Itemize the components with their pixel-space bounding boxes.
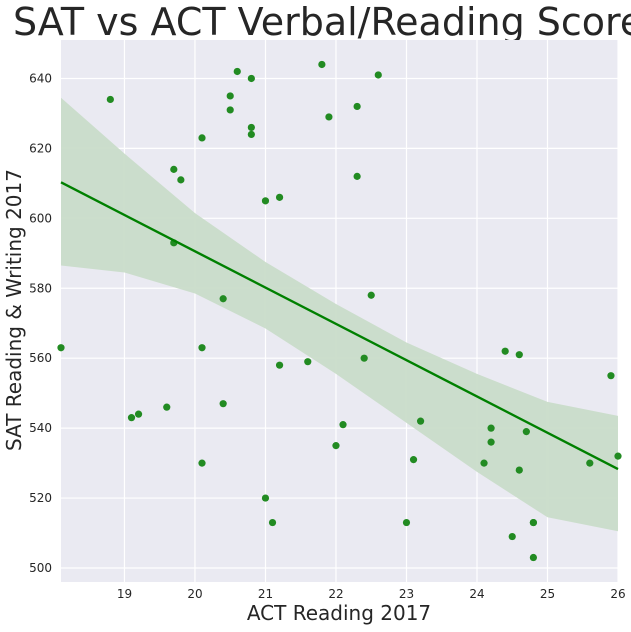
y-tick-label: 640 bbox=[29, 71, 52, 85]
data-point bbox=[163, 403, 171, 411]
x-axis-label: ACT Reading 2017 bbox=[247, 601, 431, 625]
data-point bbox=[529, 518, 537, 527]
data-point bbox=[134, 410, 143, 418]
data-point bbox=[374, 71, 382, 79]
data-point bbox=[261, 494, 270, 502]
data-point bbox=[487, 424, 495, 432]
data-point bbox=[219, 400, 227, 408]
data-point bbox=[508, 532, 516, 541]
data-point bbox=[106, 95, 114, 104]
data-point bbox=[275, 193, 284, 201]
data-point bbox=[325, 113, 333, 121]
data-point bbox=[261, 197, 270, 205]
y-tick-label: 580 bbox=[29, 281, 52, 295]
data-point bbox=[367, 291, 375, 299]
data-point bbox=[170, 165, 178, 173]
data-point bbox=[501, 347, 509, 355]
y-axis-label: SAT Reading & Writing 2017 bbox=[2, 169, 26, 451]
y-tick-labels: 500 520 540 560 580 600 620 640 bbox=[29, 71, 52, 575]
data-point bbox=[318, 60, 326, 69]
data-point bbox=[515, 466, 523, 474]
y-tick-label: 620 bbox=[29, 141, 52, 155]
y-tick-label: 600 bbox=[29, 211, 52, 225]
data-point bbox=[304, 358, 312, 366]
data-point bbox=[480, 459, 488, 467]
data-point bbox=[487, 438, 495, 446]
data-point bbox=[402, 518, 411, 527]
data-point bbox=[586, 459, 594, 467]
y-tick-label: 560 bbox=[29, 351, 52, 365]
y-tick-label: 540 bbox=[29, 421, 52, 435]
data-point bbox=[409, 456, 418, 464]
data-point bbox=[198, 134, 206, 142]
data-point bbox=[522, 428, 530, 436]
data-point bbox=[353, 102, 361, 111]
data-point bbox=[607, 372, 615, 380]
data-point bbox=[198, 344, 206, 352]
data-point bbox=[416, 417, 425, 425]
data-points bbox=[57, 60, 622, 562]
data-point bbox=[614, 452, 622, 460]
x-tick-labels: 19 20 21 22 23 24 25 26 bbox=[117, 587, 626, 601]
data-point bbox=[219, 295, 227, 303]
x-tick-label: 26 bbox=[610, 587, 625, 601]
data-point bbox=[332, 442, 340, 450]
data-point bbox=[353, 172, 361, 180]
data-point bbox=[198, 459, 206, 467]
y-tick-label: 500 bbox=[29, 561, 52, 575]
data-point bbox=[177, 176, 185, 184]
x-tick-label: 19 bbox=[117, 587, 132, 601]
data-point bbox=[57, 344, 65, 352]
x-tick-label: 25 bbox=[540, 587, 555, 601]
data-point bbox=[247, 123, 255, 132]
data-point bbox=[339, 421, 347, 429]
confidence-band bbox=[61, 97, 618, 532]
x-tick-label: 20 bbox=[187, 587, 202, 601]
data-point bbox=[233, 67, 241, 76]
data-point bbox=[360, 354, 368, 362]
x-tick-label: 22 bbox=[328, 587, 343, 601]
regression-line bbox=[60, 181, 619, 471]
chart-title: SAT vs ACT Verbal/Reading Scores bbox=[13, 0, 631, 44]
y-tick-label: 520 bbox=[29, 491, 52, 505]
data-point bbox=[268, 518, 277, 527]
x-tick-label: 21 bbox=[258, 587, 273, 601]
data-point bbox=[247, 130, 255, 139]
data-point bbox=[275, 361, 284, 369]
data-point bbox=[127, 414, 136, 422]
data-point bbox=[529, 553, 537, 562]
x-tick-label: 24 bbox=[469, 587, 484, 601]
data-point bbox=[226, 92, 234, 100]
data-point bbox=[247, 74, 255, 83]
x-tick-label: 23 bbox=[399, 587, 414, 601]
data-point bbox=[226, 106, 234, 114]
data-point bbox=[515, 351, 523, 359]
